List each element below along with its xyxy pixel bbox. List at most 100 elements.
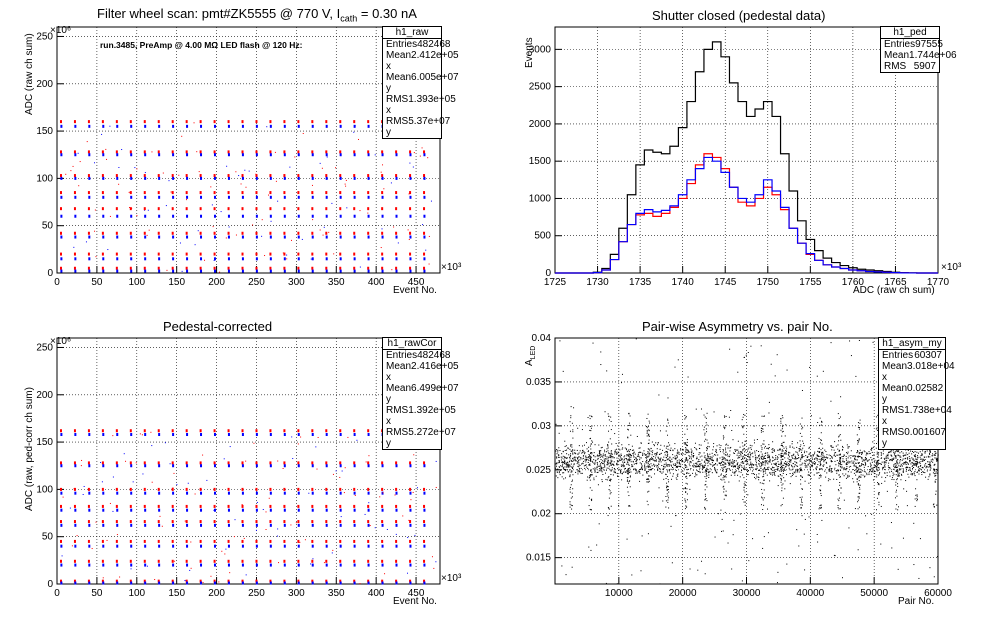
- data-point: [803, 452, 805, 454]
- data-point: [642, 452, 644, 454]
- data-point: [815, 462, 817, 464]
- data-point: [892, 450, 894, 452]
- data-point: [819, 505, 821, 507]
- data-point: [129, 487, 132, 491]
- data-point: [730, 474, 732, 476]
- data-point: [610, 420, 612, 422]
- data-point: [693, 463, 695, 465]
- data-point: [368, 502, 370, 504]
- data-point: [821, 458, 823, 460]
- data-point: [581, 458, 583, 460]
- data-point: [636, 455, 638, 457]
- data-point: [651, 468, 653, 470]
- data-point: [628, 495, 630, 497]
- data-point: [871, 513, 873, 515]
- ped-stats-box: h1_ped Entries 97555 Mean 1.744e+06 RMS 590…: [880, 26, 957, 73]
- data-point: [380, 171, 382, 173]
- data-point: [652, 450, 654, 452]
- data-point: [409, 269, 412, 273]
- data-point: [193, 122, 195, 124]
- data-point: [858, 477, 860, 479]
- data-point: [666, 485, 668, 487]
- data-point: [837, 489, 839, 491]
- data-point: [864, 475, 866, 477]
- data-point: [785, 466, 787, 468]
- data-point: [630, 459, 632, 461]
- data-point: [857, 471, 859, 473]
- data-point: [662, 449, 664, 451]
- data-point: [579, 450, 581, 452]
- data-point: [713, 443, 715, 445]
- data-point: [642, 453, 644, 455]
- data-point: [590, 469, 592, 471]
- data-point: [73, 579, 76, 583]
- data-point: [435, 486, 437, 488]
- data-point: [657, 457, 659, 459]
- data-point: [745, 460, 747, 462]
- data-point: [744, 451, 746, 453]
- data-point: [887, 465, 889, 467]
- data-point: [765, 458, 767, 460]
- data-point: [762, 457, 764, 459]
- data-point: [607, 462, 609, 464]
- data-point: [831, 468, 833, 470]
- data-point: [727, 447, 729, 449]
- data-point: [577, 427, 579, 429]
- data-point: [645, 460, 647, 462]
- asym-stats-name: h1_asym_my: [879, 338, 945, 350]
- data-point: [785, 474, 787, 476]
- asym-y-label: ALED: [524, 345, 537, 366]
- pad-asymmetry: 10000 20000 30000 40000 50000 60000 0.015 0.02 0…: [498, 311, 996, 622]
- data-point: [325, 539, 328, 543]
- data-point: [898, 475, 900, 477]
- data-point: [810, 472, 812, 474]
- data-point: [586, 457, 588, 459]
- data-point: [696, 462, 698, 464]
- pad-raw: 0 50 100 150 200 250 300 350 400 450 0 50 100 150 200 2…: [0, 0, 498, 311]
- data-point: [788, 459, 790, 461]
- data-point: [395, 266, 398, 270]
- data-point: [929, 466, 931, 468]
- data-point: [655, 460, 657, 462]
- data-point: [886, 457, 888, 459]
- data-point: [767, 447, 769, 449]
- data-point: [845, 463, 847, 465]
- data-point: [150, 431, 152, 433]
- data-point: [689, 458, 691, 460]
- data-point: [591, 489, 593, 491]
- data-point: [171, 266, 174, 270]
- data-point: [771, 463, 773, 465]
- data-point: [801, 496, 803, 498]
- data-point: [727, 461, 729, 463]
- data-point: [804, 518, 806, 520]
- data-point: [628, 454, 630, 456]
- data-point: [213, 191, 216, 195]
- data-point: [800, 456, 802, 458]
- data-point: [395, 487, 398, 491]
- data-point: [186, 544, 189, 548]
- data-point: [792, 454, 794, 456]
- data-point: [583, 457, 585, 459]
- data-point: [741, 451, 743, 453]
- data-point: [760, 466, 762, 468]
- data-point: [742, 474, 744, 476]
- data-point: [838, 500, 840, 502]
- data-point: [589, 464, 591, 466]
- data-point: [703, 414, 705, 416]
- data-point: [367, 433, 370, 437]
- data-point: [686, 466, 688, 468]
- data-point: [732, 471, 734, 473]
- data-point: [608, 452, 610, 454]
- data-point: [808, 516, 810, 518]
- data-point: [618, 505, 620, 507]
- data-point: [796, 457, 798, 459]
- asym-title: Pair-wise Asymmetry vs. pair No.: [642, 319, 833, 334]
- data-point: [570, 417, 572, 419]
- data-point: [335, 470, 337, 472]
- data-point: [297, 544, 300, 548]
- data-point: [684, 442, 686, 444]
- data-point: [646, 417, 648, 419]
- data-point: [59, 579, 62, 583]
- data-point: [256, 501, 258, 503]
- data-point: [674, 366, 676, 368]
